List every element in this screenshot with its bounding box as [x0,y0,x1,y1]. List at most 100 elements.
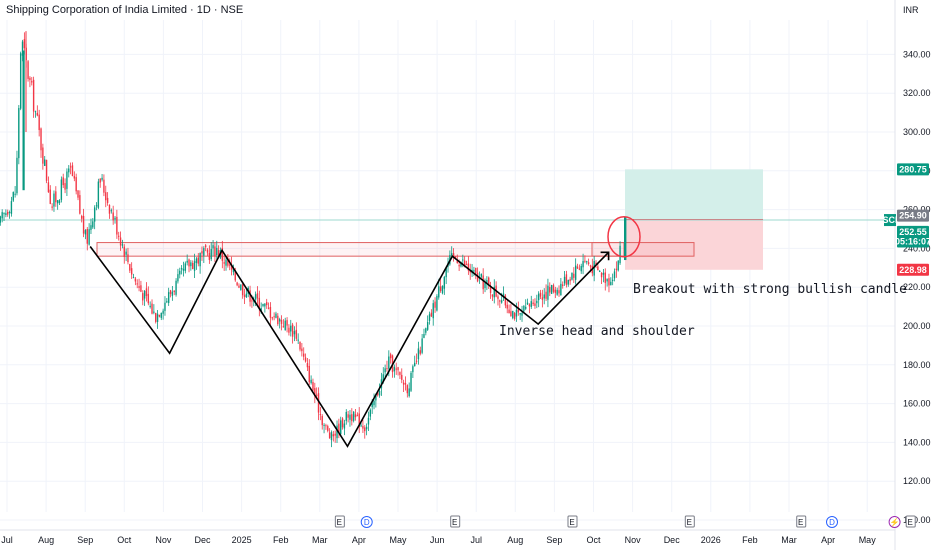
stop-price-tag-label: 228.98 [899,265,927,275]
candle-body [160,312,162,318]
candle-body [537,293,540,301]
candle-body [153,311,155,313]
candle-body [384,368,386,373]
candle-body [93,207,96,222]
candle-body [463,260,466,267]
candle-body [304,357,307,362]
candle-body [513,313,516,319]
candle-body [364,427,366,432]
candle-body [262,303,264,307]
candle-body [443,276,446,289]
candle-body [3,213,5,215]
stop-price-tag [897,263,929,276]
candle-body [330,432,333,441]
time-tick-label: Aug [507,535,523,545]
candle-body [426,322,429,330]
candle-body [336,425,338,439]
time-axis[interactable]: Jul Aug Sep Oct Nov Dec 2025 Feb Mar Apr May Jun Jul… [1,535,876,545]
candle-body [151,303,153,314]
candle-body [269,306,272,318]
candle-body [27,61,29,79]
candle-body [195,258,198,263]
candle-body [606,278,608,282]
candle-body [454,256,457,259]
candle-body [241,284,244,296]
candle-body [375,394,377,401]
candle-body [291,324,294,337]
candle-body [402,382,405,385]
candle-body [534,303,536,306]
candle-body [82,215,85,234]
candle-body [419,350,421,354]
price-tick-label: 100.00 [903,515,931,525]
candle-body [615,268,618,271]
candle-body [343,423,346,429]
resistance-zone [96,242,625,257]
candle-body [373,400,375,406]
candle-body [593,261,595,276]
time-tick-label: May [859,535,877,545]
candle-body [536,300,538,304]
candle-body [29,77,31,81]
candle-body [293,331,296,335]
candle-body [565,274,568,285]
countdown-tag-label: 05:16:07 [895,237,931,247]
last-price-tag [897,225,929,238]
candle-body [528,304,531,307]
candle-body [562,284,564,286]
candle-body [389,354,392,359]
candle-body [127,254,129,263]
candle-body [251,300,253,302]
candle-body [221,247,224,261]
earnings-icon [905,515,916,528]
candle-body [180,267,183,270]
candle-body [8,212,11,214]
candle-body [227,258,229,266]
candle-body [42,147,44,164]
price-tick-label: 180.00 [903,360,931,370]
candle-body [467,263,470,271]
candle-body [521,312,523,316]
candle-body [53,193,55,207]
candle-body [110,210,113,212]
candle-body [362,426,364,429]
candle-body [173,290,175,293]
candle-body [567,279,569,285]
candle-body [75,177,77,192]
candle-body [451,253,453,256]
candle-body [414,362,416,367]
candle-body [164,302,166,311]
candle-body [340,420,342,435]
candle-body [40,128,42,151]
candle-body [377,392,379,396]
candle-body [341,418,344,428]
candle-body [203,248,205,256]
candle-body [517,309,520,313]
time-tick-label: Apr [821,535,835,545]
candle-body [412,366,414,373]
candle-body [401,374,403,380]
candle-body [121,244,124,246]
candle-body [415,360,418,362]
candle-body [586,261,588,263]
candle-body [58,200,61,203]
dividend-icon [826,516,839,528]
event-label: E [798,518,803,527]
candle-body [116,216,118,235]
candle-body [504,295,507,306]
candle-body [408,388,410,397]
candle-body [132,277,135,279]
candle-body [480,273,483,277]
candle-body [589,265,592,267]
event-label: E [687,518,692,527]
candle-body [125,251,127,255]
pattern-line [89,246,610,448]
candle-body [338,423,340,433]
candle-body [166,301,168,303]
candle-body [147,293,150,304]
price-axis[interactable]: 100.00 120.00 140.00 160.00 180.00 200.00 220.… [882,49,931,525]
pattern-annotation: Inverse head and shoulder [499,324,695,339]
candle-body [406,385,409,394]
